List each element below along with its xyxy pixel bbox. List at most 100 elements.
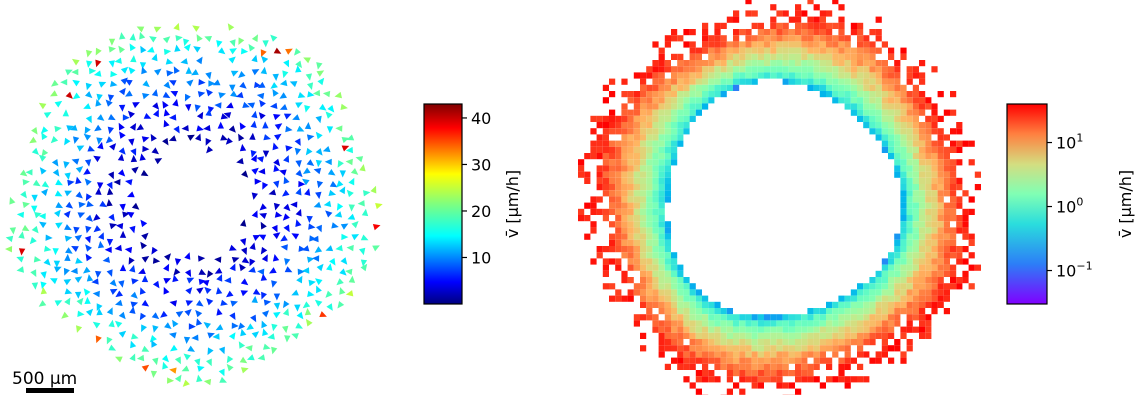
heatmap-cell: [919, 184, 926, 191]
velocity-arrow: [273, 180, 280, 189]
heatmap-cell: [832, 314, 839, 321]
heatmap-cell: [888, 78, 895, 85]
heatmap-cell: [919, 78, 926, 85]
heatmap-cell: [919, 146, 926, 153]
heatmap-cell: [875, 351, 882, 358]
heatmap-cell: [943, 202, 950, 209]
heatmap-cell: [832, 66, 839, 73]
velocity-arrow: [218, 346, 225, 355]
heatmap-cell: [931, 270, 938, 277]
velocity-arrow: [188, 323, 196, 330]
heatmap-cell: [702, 339, 709, 346]
heatmap-cell: [906, 103, 913, 110]
velocity-arrow: [334, 91, 342, 99]
heatmap-cell: [943, 308, 950, 315]
heatmap-cell: [627, 277, 634, 284]
heatmap-cell: [857, 29, 864, 36]
heatmap-cell: [906, 233, 913, 240]
heatmap-cell: [826, 376, 833, 383]
velocity-arrow: [131, 202, 140, 210]
heatmap-cell: [863, 97, 870, 104]
heatmap-cell: [894, 103, 901, 110]
velocity-arrow: [5, 235, 14, 243]
heatmap-cell: [900, 202, 907, 209]
velocity-arrow: [250, 150, 257, 158]
velocity-arrow: [169, 300, 177, 307]
heatmap-cell: [894, 153, 901, 160]
heatmap-cell: [857, 109, 864, 116]
heatmap-cell: [652, 326, 659, 333]
heatmap-cell: [912, 153, 919, 160]
heatmap-cell: [863, 289, 870, 296]
velocity-arrow: [228, 125, 236, 133]
heatmap-cell: [677, 320, 684, 327]
heatmap-cell: [658, 264, 665, 271]
heatmap-cell: [795, 357, 802, 364]
heatmap-cell: [677, 91, 684, 98]
heatmap-cell: [658, 128, 665, 135]
heatmap-cell: [602, 208, 609, 215]
heatmap-cell: [640, 91, 647, 98]
heatmap-cell: [695, 60, 702, 67]
heatmap-cell: [813, 4, 820, 11]
velocity-arrow: [85, 214, 93, 222]
heatmap-cell: [677, 72, 684, 79]
heatmap-cell: [881, 128, 888, 135]
heatmap-cell: [664, 345, 671, 352]
heatmap-cell: [906, 277, 913, 284]
heatmap-cell: [943, 171, 950, 178]
velocity-arrow: [203, 322, 211, 329]
velocity-arrow: [204, 286, 212, 294]
heatmap-cell: [609, 91, 616, 98]
heatmap-cell: [931, 208, 938, 215]
velocity-arrow: [195, 133, 201, 142]
heatmap-cell: [640, 289, 647, 296]
heatmap-cell: [900, 332, 907, 339]
velocity-arrow: [226, 363, 234, 372]
heatmap-cell: [652, 221, 659, 228]
heatmap-cell: [658, 196, 665, 203]
heatmap-cell: [633, 159, 640, 166]
velocity-arrow: [231, 257, 240, 263]
heatmap-cell: [658, 301, 665, 308]
velocity-arrow: [65, 91, 73, 99]
velocity-arrow: [106, 181, 113, 190]
heatmap-cell: [602, 283, 609, 290]
heatmap-cell: [671, 326, 678, 333]
heatmap-cell: [683, 314, 690, 321]
velocity-arrow: [49, 278, 58, 285]
heatmap-cell: [757, 47, 764, 54]
heatmap-cell: [578, 208, 585, 215]
heatmap-cell: [881, 66, 888, 73]
velocity-arrow: [78, 201, 86, 208]
heatmap-cell: [906, 184, 913, 191]
velocity-arrow: [283, 155, 290, 163]
heatmap-cell: [776, 47, 783, 54]
heatmap-cell: [677, 363, 684, 370]
velocity-arrow: [312, 255, 320, 262]
heatmap-cell: [720, 41, 727, 48]
heatmap-cell: [615, 159, 622, 166]
velocity-arrow: [125, 79, 133, 86]
heatmap-cell: [714, 376, 721, 383]
velocity-arrow: [83, 103, 91, 109]
heatmap-cell: [925, 184, 932, 191]
heatmap-cell: [633, 289, 640, 296]
heatmap-cell: [925, 314, 932, 321]
velocity-arrow: [45, 234, 53, 241]
heatmap-cell: [695, 314, 702, 321]
heatmap-cell: [671, 289, 678, 296]
heatmap-cell: [782, 314, 789, 321]
heatmap-cell: [925, 159, 932, 166]
heatmap-cell: [658, 53, 665, 60]
heatmap-cell: [950, 252, 957, 259]
heatmap-cell: [875, 289, 882, 296]
heatmap-cell: [770, 4, 777, 11]
heatmap-cell: [689, 314, 696, 321]
velocity-arrow: [54, 100, 63, 108]
heatmap-cell: [813, 22, 820, 29]
velocity-arrow: [118, 122, 125, 131]
heatmap-cell: [919, 277, 926, 284]
heatmap-cell: [646, 103, 653, 110]
heatmap-cell: [757, 357, 764, 364]
